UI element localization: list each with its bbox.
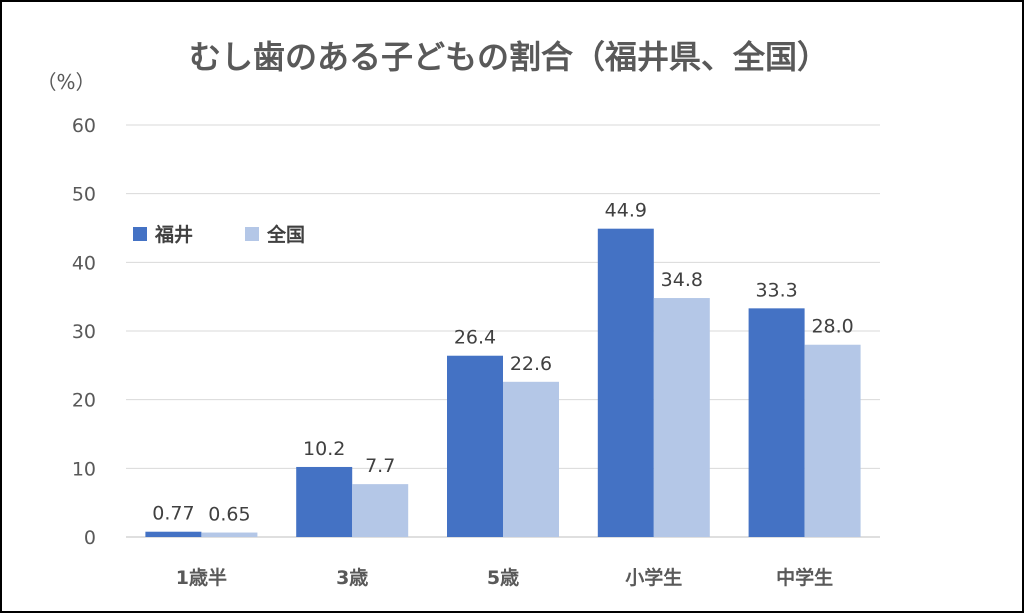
- bar-fukui: [145, 531, 202, 537]
- bar-national: [653, 298, 710, 537]
- y-tick-label: 10: [72, 458, 96, 480]
- y-tick-label: 0: [84, 527, 96, 549]
- data-label: 34.8: [661, 269, 703, 291]
- x-tick-label: 中学生: [776, 566, 833, 589]
- data-label: 33.3: [755, 279, 797, 301]
- x-tick-label: 5歳: [487, 567, 519, 589]
- data-label: 0.65: [208, 504, 250, 526]
- chart-title: むし歯のある子どもの割合（福井県、全国）: [189, 38, 829, 76]
- data-label: 22.6: [510, 353, 552, 375]
- x-tick-label: 3歳: [336, 567, 368, 589]
- bar-national: [804, 344, 861, 537]
- x-tick-label: 小学生: [625, 566, 682, 589]
- y-axis-unit-label: （%）: [36, 70, 95, 94]
- bar-national: [352, 484, 409, 537]
- data-label: 44.9: [605, 200, 647, 222]
- data-label: 0.77: [152, 503, 194, 525]
- legend-swatch: [245, 227, 259, 241]
- bar-fukui: [748, 308, 805, 537]
- legend-swatch: [133, 227, 147, 241]
- y-tick-label: 50: [72, 184, 96, 206]
- legend-label: 福井: [154, 223, 193, 246]
- bar-national: [201, 532, 258, 537]
- data-label: 7.7: [365, 455, 395, 477]
- bar-fukui: [597, 228, 654, 538]
- data-label: 28.0: [811, 316, 853, 338]
- data-label: 10.2: [303, 438, 345, 460]
- y-tick-label: 40: [72, 252, 96, 274]
- x-tick-label: 1歳半: [176, 566, 227, 589]
- bar-national: [503, 381, 559, 537]
- bar-fukui: [447, 355, 503, 537]
- y-tick-label: 30: [72, 321, 96, 343]
- legend-label: 全国: [266, 223, 305, 246]
- data-label: 26.4: [454, 327, 496, 349]
- y-tick-label: 20: [72, 390, 96, 412]
- bar-fukui: [296, 466, 353, 537]
- y-tick-label: 60: [72, 115, 96, 137]
